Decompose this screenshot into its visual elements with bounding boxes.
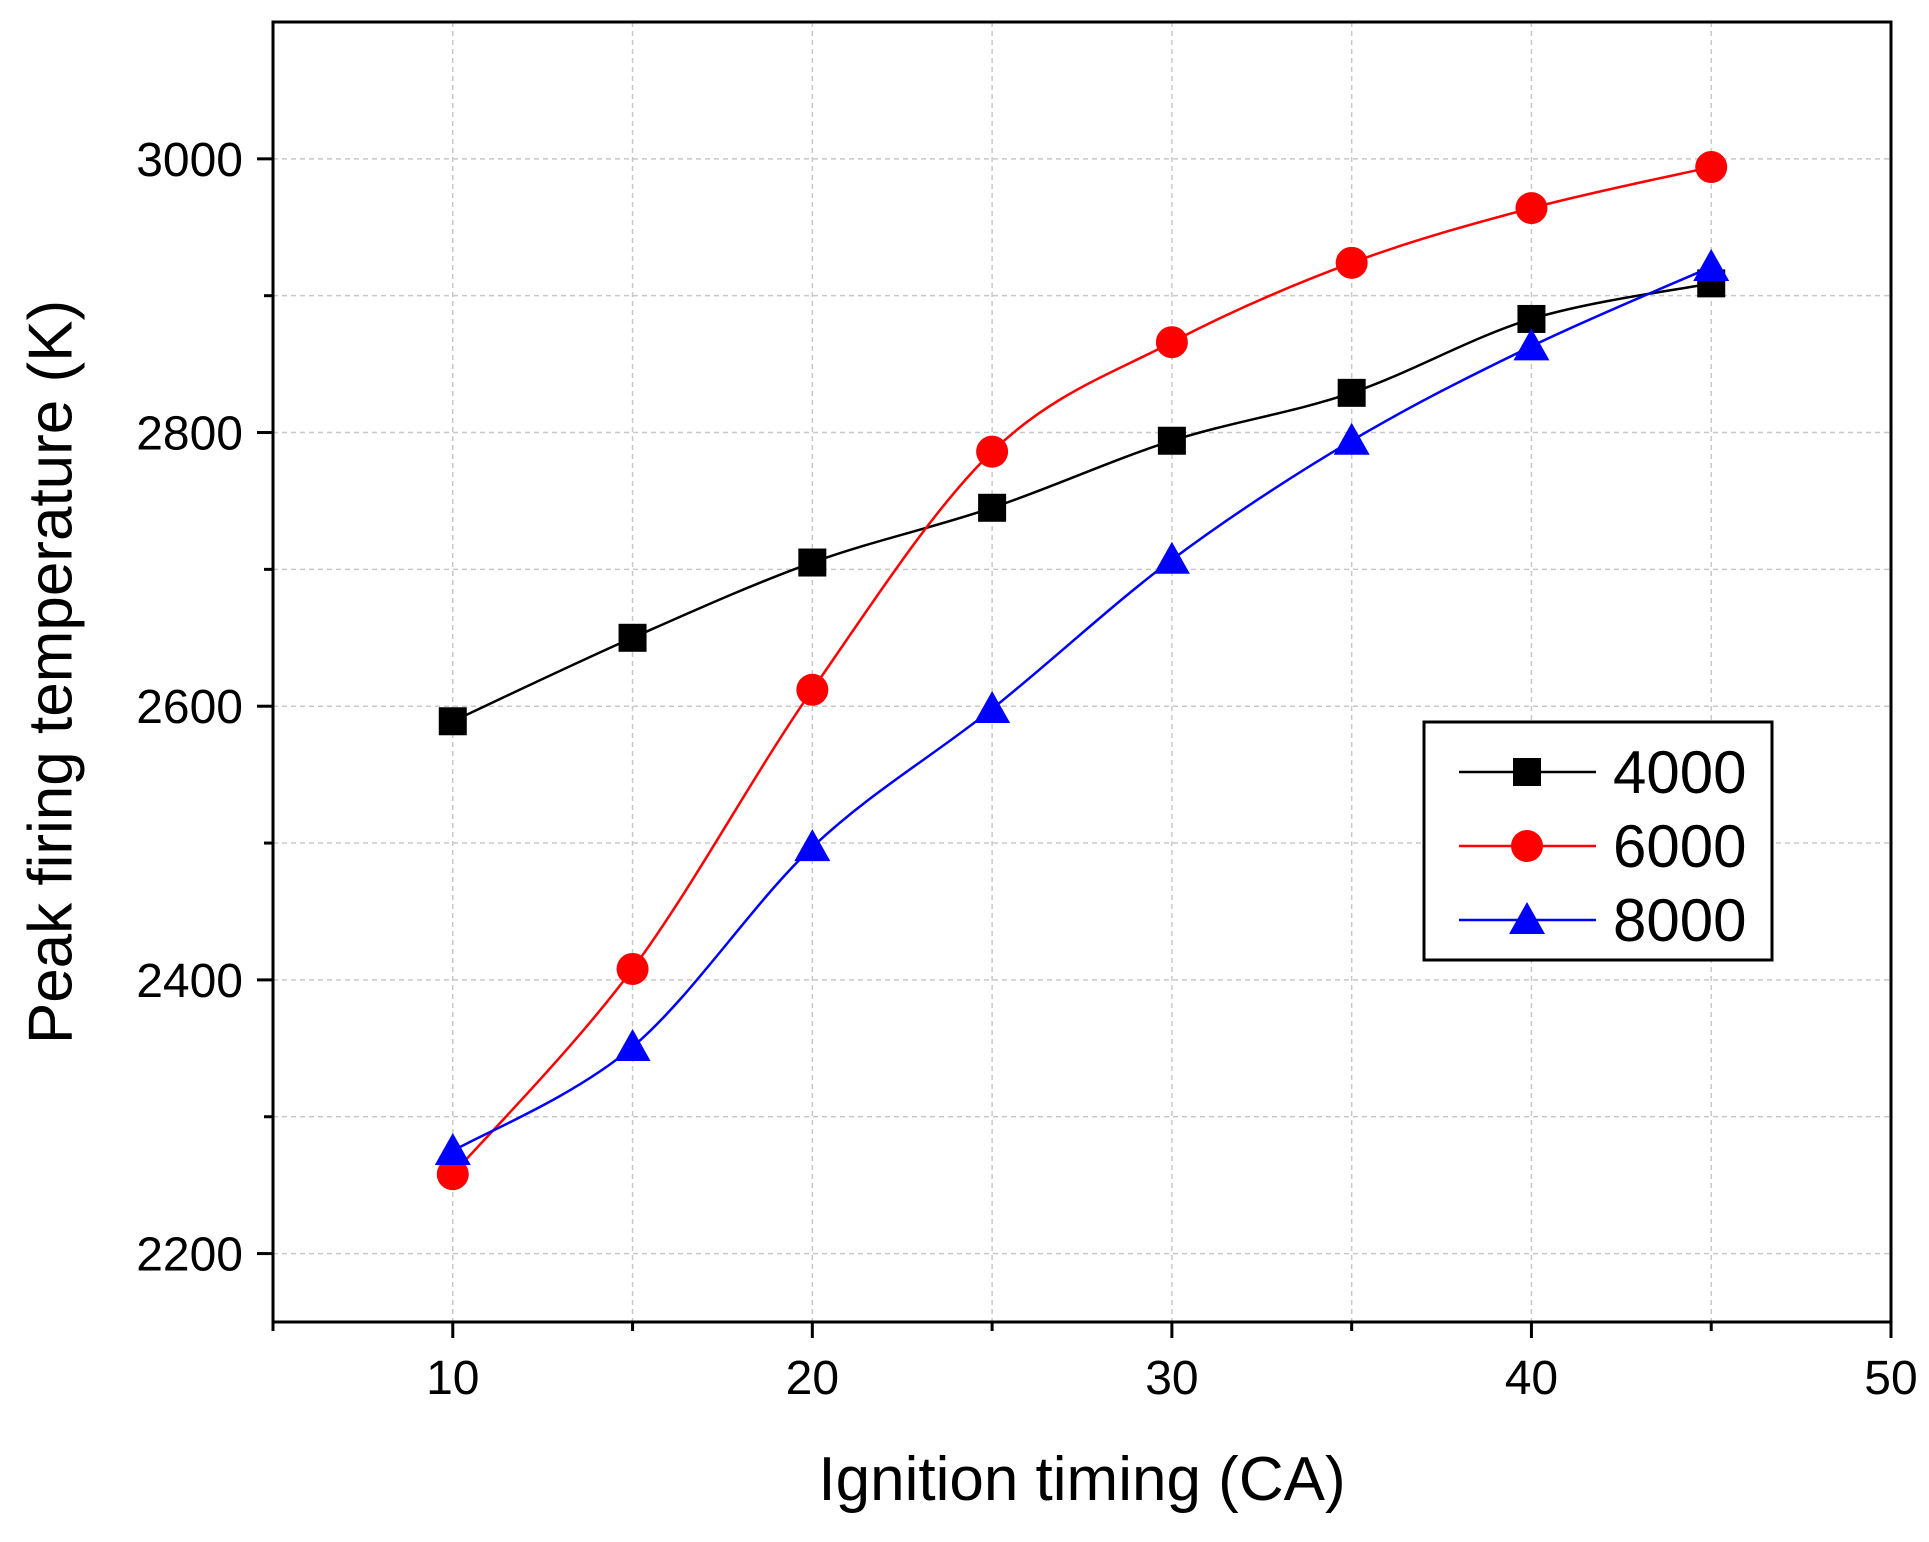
data-point-4000	[978, 493, 1007, 522]
data-point-8000	[974, 690, 1011, 723]
legend-marker	[1513, 758, 1541, 786]
series-layer	[434, 151, 1730, 1191]
y-tick-label: 2400	[136, 955, 243, 1008]
series-4000	[438, 269, 1726, 736]
data-point-4000	[798, 548, 827, 577]
data-point-8000	[1333, 422, 1370, 455]
data-point-6000	[1335, 246, 1368, 279]
legend: 4000 6000 8000	[1422, 720, 1774, 962]
y-axis-title: Peak firing temperature (K)	[16, 300, 85, 1044]
data-point-8000	[1153, 541, 1190, 574]
data-point-6000	[616, 952, 649, 985]
data-point-6000	[1155, 326, 1188, 359]
data-point-8000	[434, 1132, 471, 1165]
x-tick-label: 50	[1864, 1352, 1917, 1405]
legend-label: 6000	[1613, 813, 1746, 880]
data-point-6000	[436, 1158, 469, 1191]
legend-marker	[1509, 902, 1545, 934]
y-tick-label: 3000	[136, 134, 243, 187]
series-8000	[434, 248, 1730, 1165]
plot-frame	[271, 20, 1893, 1324]
legend-marker	[1511, 830, 1543, 862]
grid	[273, 22, 1891, 1322]
data-point-6000	[976, 435, 1009, 468]
data-point-8000	[614, 1028, 651, 1061]
data-point-6000	[1515, 192, 1548, 225]
legend-label: 8000	[1613, 887, 1746, 954]
data-point-8000	[1693, 248, 1730, 281]
data-point-8000	[794, 829, 831, 862]
axis-ticks: 10 20 30 40 50 2200 2400 2600 2800 3000	[136, 134, 1917, 1405]
data-point-4000	[1517, 304, 1546, 333]
y-tick-label: 2200	[136, 1229, 243, 1282]
legend-label: 4000	[1613, 739, 1746, 806]
x-tick-label: 10	[426, 1352, 479, 1405]
data-point-4000	[618, 623, 647, 652]
x-tick-label: 30	[1145, 1352, 1198, 1405]
data-point-4000	[1157, 426, 1186, 455]
series-6000	[436, 151, 1728, 1191]
data-point-4000	[1337, 378, 1366, 407]
y-tick-label: 2800	[136, 408, 243, 461]
x-tick-label: 40	[1505, 1352, 1558, 1405]
x-tick-label: 20	[786, 1352, 839, 1405]
y-tick-label: 2600	[136, 681, 243, 734]
legend-item-8000: 8000	[1459, 887, 1746, 954]
data-point-4000	[438, 707, 467, 736]
data-point-6000	[1695, 151, 1728, 184]
data-point-8000	[1513, 328, 1550, 361]
legend-item-4000: 4000	[1459, 739, 1746, 806]
data-point-6000	[796, 673, 829, 706]
series-line-8000	[452, 265, 1712, 1153]
x-axis-title: Ignition timing (CA)	[818, 1445, 1345, 1514]
legend-item-6000: 6000	[1459, 813, 1746, 880]
series-line-6000	[451, 165, 1712, 1176]
